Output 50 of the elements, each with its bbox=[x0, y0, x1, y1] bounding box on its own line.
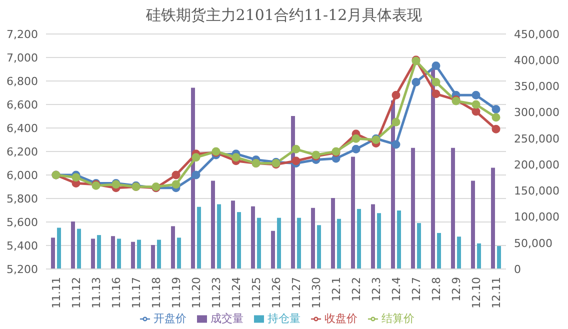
y-tick-label: 5,200 bbox=[6, 262, 38, 276]
y2-tick-label: 50,000 bbox=[514, 236, 552, 250]
y-tick-label: 7,000 bbox=[6, 51, 38, 64]
x-tick-label: 11.17 bbox=[130, 277, 143, 308]
y-tick-label: 5,800 bbox=[6, 192, 38, 206]
x-tick-label: 11.11 bbox=[50, 277, 63, 308]
x-tick-label: 12.8 bbox=[430, 277, 443, 302]
x-tick-label: 11.19 bbox=[170, 277, 183, 308]
x-tick-label: 12.3 bbox=[370, 277, 383, 302]
y-tick-label: 6,400 bbox=[6, 122, 38, 135]
x-tick-label: 11.18 bbox=[150, 277, 163, 308]
y-tick-label: 6,600 bbox=[6, 98, 38, 112]
y2-tick-label: 400,000 bbox=[514, 54, 560, 68]
x-tick-label: 12.11 bbox=[490, 277, 503, 308]
x-tick-label: 11.24 bbox=[230, 277, 243, 308]
y2-tick-label: 450,000 bbox=[514, 28, 560, 41]
y2-tick-label: 150,000 bbox=[514, 184, 560, 198]
x-tick-label: 11.25 bbox=[250, 277, 263, 308]
chart-title: 硅铁期货主力2101合约11-12月具体表现 bbox=[144, 6, 424, 26]
x-tick-label: 11.13 bbox=[90, 277, 103, 308]
x-tick-label: 11.20 bbox=[190, 277, 203, 308]
x-tick-label: 11.23 bbox=[210, 277, 223, 308]
y2-tick-label: 100,000 bbox=[514, 210, 560, 224]
x-tick-label: 11.16 bbox=[110, 277, 123, 308]
y2-tick-label: 0 bbox=[514, 262, 521, 276]
y-tick-label: 5,600 bbox=[6, 216, 38, 229]
y2-tick-label: 250,000 bbox=[514, 132, 560, 146]
x-tick-label: 12.2 bbox=[350, 277, 363, 302]
legend-label: 结算价 bbox=[382, 312, 414, 325]
y-tick-label: 7,200 bbox=[6, 28, 38, 41]
x-tick-label: 12.10 bbox=[470, 277, 483, 308]
legend-label: 持仓量 bbox=[268, 312, 300, 325]
y2-tick-label: 200,000 bbox=[514, 158, 560, 172]
x-tick-label: 12.7 bbox=[410, 277, 423, 302]
y2-tick-label: 300,000 bbox=[514, 106, 560, 120]
y-tick-label: 6,200 bbox=[6, 145, 38, 158]
x-tick-label: 11.26 bbox=[270, 277, 283, 308]
legend-label: 收盘价 bbox=[324, 312, 358, 325]
x-tick-label: 11.27 bbox=[290, 277, 303, 308]
x-tick-label: 12.9 bbox=[450, 277, 463, 302]
x-tick-label: 11.30 bbox=[310, 277, 323, 308]
legend-label: 开盘价 bbox=[154, 312, 186, 325]
x-tick-label: 12.4 bbox=[390, 277, 403, 302]
y-tick-label: 6,800 bbox=[6, 74, 38, 88]
y2-tick-label: 350,000 bbox=[514, 80, 560, 94]
x-tick-label: 11.12 bbox=[70, 277, 83, 308]
x-tick-label: 12.1 bbox=[330, 277, 343, 302]
y-tick-label: 6,000 bbox=[6, 168, 38, 182]
legend-label: 成交量 bbox=[210, 312, 244, 325]
y-tick-label: 5,400 bbox=[6, 239, 38, 252]
